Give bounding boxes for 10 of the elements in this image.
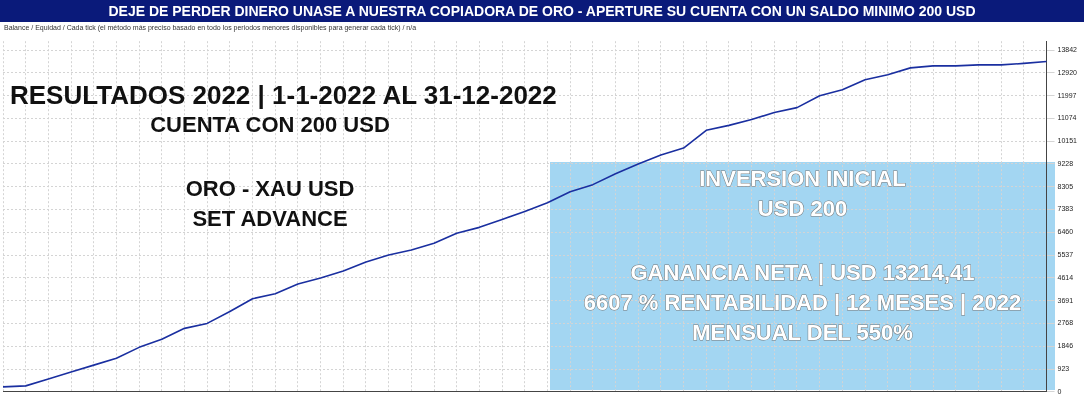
annotation: SET ADVANCE [191, 206, 349, 232]
annotation: RESULTADOS 2022 | 1-1-2022 AL 31-12-2022 [10, 80, 557, 111]
chart-title: DEJE DE PERDER DINERO UNASE A NUESTRA COPIADORA DE ORO - APERTURE SU CUENTA CON UN SALDO MINIMO 200 USD [0, 0, 1084, 22]
annotation: CUENTA CON 200 USD [149, 112, 391, 138]
annotation: ORO - XAU USD [184, 176, 356, 202]
annotation: 6607 % RENTABILIDAD | 12 MESES | 2022 [582, 290, 1023, 316]
annotation: GANANCIA NETA | USD 13214,41 [629, 260, 976, 286]
annotation: MENSUAL DEL 550% [691, 320, 914, 346]
annotation: INVERSION INICIAL [698, 166, 907, 192]
annotation: USD 200 [756, 196, 849, 222]
